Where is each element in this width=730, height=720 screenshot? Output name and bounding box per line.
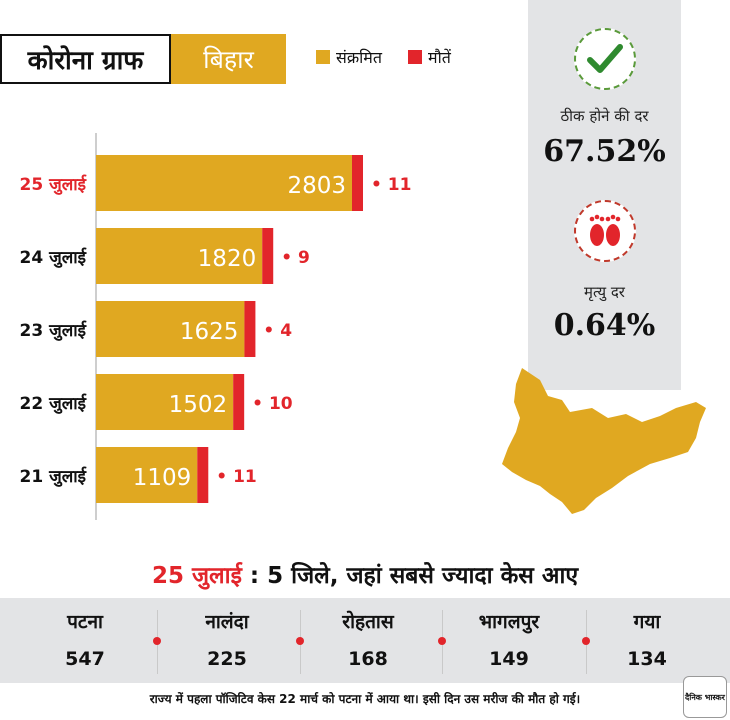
bar-deaths bbox=[262, 228, 274, 284]
separator-dot bbox=[582, 637, 590, 645]
bar-deaths bbox=[352, 155, 363, 211]
district-name: गया bbox=[633, 611, 661, 633]
death-label: • 11 bbox=[371, 175, 411, 195]
bar-deaths bbox=[197, 447, 209, 503]
category-label: 25 जुलाई bbox=[20, 174, 87, 195]
death-label: • 10 bbox=[252, 394, 293, 414]
district-name: रोहतास bbox=[342, 611, 394, 633]
legend-deaths-label: मौतें bbox=[428, 48, 451, 67]
value-label: 1502 bbox=[169, 392, 228, 418]
district-gaya: गया 134 bbox=[597, 608, 697, 670]
district-value: 134 bbox=[627, 648, 667, 670]
bar-infected bbox=[96, 447, 198, 503]
death-label: • 9 bbox=[281, 248, 310, 268]
separator-dot bbox=[438, 637, 446, 645]
legend-infected-label: संक्रमित bbox=[336, 48, 382, 67]
death-label: • 4 bbox=[263, 321, 292, 341]
death-rate-value: 0.64% bbox=[553, 308, 656, 343]
legend-infected-swatch bbox=[316, 50, 330, 64]
district-rohtas: रोहतास 168 bbox=[318, 608, 418, 670]
district-value: 547 bbox=[65, 648, 105, 670]
districts-title: 25 जुलाई : 5 जिले, जहां सबसे ज्यादा केस … bbox=[0, 558, 730, 590]
district-name: नालंदा bbox=[205, 611, 249, 633]
district-bhagalpur: भागलपुर 149 bbox=[459, 608, 559, 670]
legend-infected: संक्रमित bbox=[316, 46, 382, 68]
district-nalanda: नालंदा 225 bbox=[177, 608, 277, 670]
footer-note: राज्य में पहला पॉजिटिव केस 22 मार्च को प… bbox=[149, 692, 581, 706]
value-label: 1625 bbox=[180, 319, 239, 345]
bihar-map bbox=[502, 368, 706, 514]
legend-deaths: मौतें bbox=[408, 46, 451, 68]
districts-title-text: : 5 जिले, जहां सबसे ज्यादा केस आए bbox=[249, 563, 579, 589]
value-label: 2803 bbox=[287, 173, 346, 199]
page-title: कोरोना ग्राफ bbox=[0, 34, 171, 84]
district-name: पटना bbox=[67, 611, 103, 633]
state-label: बिहार bbox=[171, 34, 286, 84]
district-name: भागलपुर bbox=[478, 611, 540, 633]
footprints-icon bbox=[574, 200, 636, 262]
death-rate-label: मृत्यु दर bbox=[584, 283, 625, 301]
bar-infected bbox=[96, 228, 263, 284]
district-value: 149 bbox=[489, 648, 529, 670]
publisher-logo: दैनिक भास्कर bbox=[683, 676, 727, 718]
bar-chart: 25 जुलाई 2803 • 11 24 जुलाई 1820 • 9 23 जुलाई 1… bbox=[20, 133, 411, 520]
category-label: 24 जुलाई bbox=[20, 247, 87, 268]
recovery-rate-value: 67.52% bbox=[543, 134, 666, 169]
bar-infected bbox=[96, 155, 352, 211]
bar-deaths bbox=[233, 374, 245, 430]
district-patna: पटना 547 bbox=[35, 608, 135, 670]
bar-infected bbox=[96, 301, 245, 357]
category-label: 22 जुलाई bbox=[20, 393, 87, 414]
value-label: 1109 bbox=[133, 465, 192, 491]
district-value: 168 bbox=[348, 648, 388, 670]
separator-dot bbox=[153, 637, 161, 645]
district-value: 225 bbox=[207, 648, 247, 670]
recovery-rate-label: ठीक होने की दर bbox=[560, 107, 649, 125]
bar-infected bbox=[96, 374, 234, 430]
category-label: 21 जुलाई bbox=[20, 466, 87, 487]
check-icon bbox=[574, 28, 636, 90]
bar-deaths bbox=[244, 301, 256, 357]
death-label: • 11 bbox=[216, 467, 256, 487]
category-label: 23 जुलाई bbox=[20, 320, 87, 341]
separator-dot bbox=[296, 637, 304, 645]
districts-title-date: 25 जुलाई bbox=[151, 563, 242, 589]
value-label: 1820 bbox=[198, 246, 257, 272]
legend-deaths-swatch bbox=[408, 50, 422, 64]
districts-strip bbox=[0, 598, 730, 683]
